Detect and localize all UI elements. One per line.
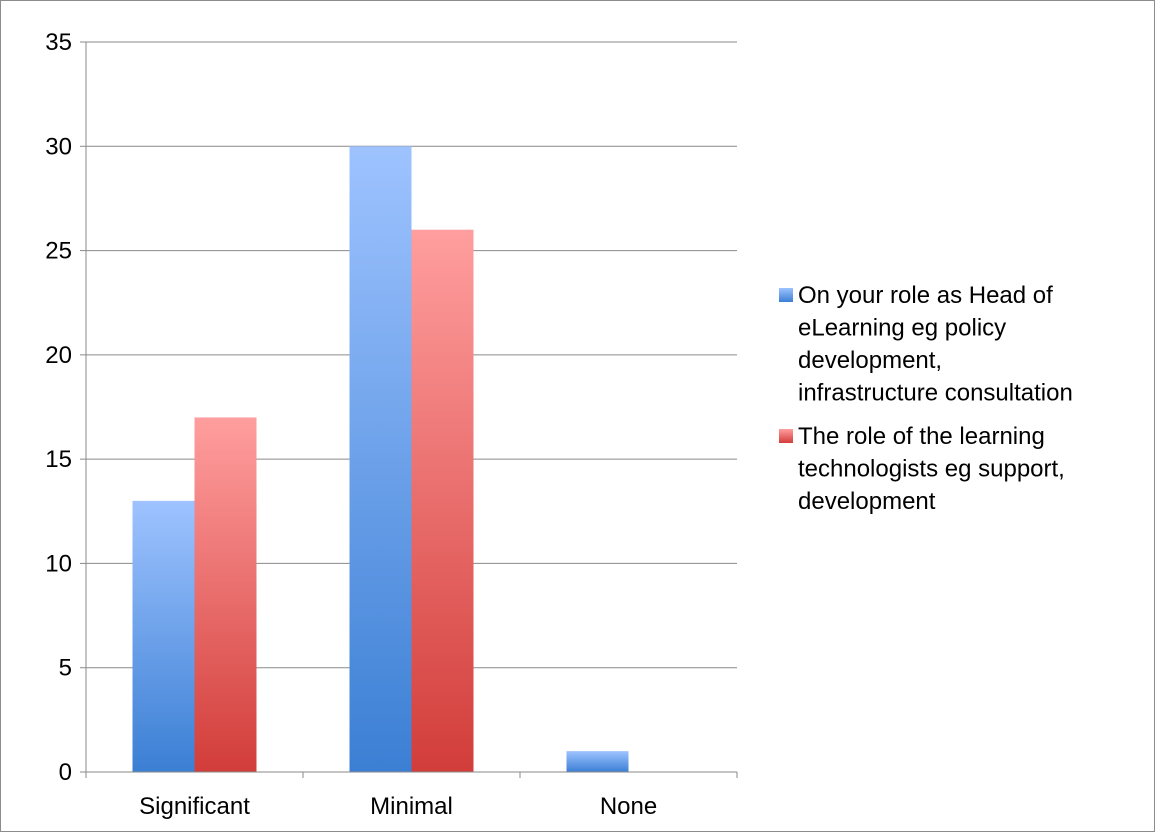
x-tick-label: Significant bbox=[139, 793, 250, 820]
bars bbox=[132, 146, 629, 773]
y-tick-label: 5 bbox=[59, 655, 72, 682]
y-tick-label: 0 bbox=[59, 759, 72, 786]
bar-minimal-series-1 bbox=[349, 146, 412, 773]
axes bbox=[80, 41, 738, 778]
y-tick-label: 30 bbox=[45, 133, 72, 160]
bar-none-series-1 bbox=[566, 751, 629, 772]
legend-item-series-1: On your role as Head of eLearning eg poli… bbox=[779, 282, 1073, 407]
x-tick-label: None bbox=[600, 793, 657, 820]
bar-significant-series-2 bbox=[194, 417, 257, 772]
y-tick-labels: 0 5 10 15 20 25 30 35 bbox=[45, 29, 72, 786]
legend-swatch bbox=[779, 429, 793, 443]
legend-label: On your role as Head of bbox=[798, 282, 1053, 309]
legend-label: infrastructure consultation bbox=[798, 380, 1073, 407]
y-tick-label: 20 bbox=[45, 342, 72, 369]
x-tick-label: Minimal bbox=[370, 793, 453, 820]
legend: On your role as Head of eLearning eg poli… bbox=[779, 282, 1073, 515]
y-tick-label: 10 bbox=[45, 550, 72, 577]
legend-label: eLearning eg policy bbox=[798, 315, 1006, 342]
legend-label: development bbox=[798, 488, 936, 515]
y-tick-label: 15 bbox=[45, 446, 72, 473]
legend-label: The role of the learning bbox=[798, 423, 1045, 450]
y-tick-label: 25 bbox=[45, 238, 72, 265]
bar-significant-series-1 bbox=[132, 500, 195, 772]
legend-item-series-2: The role of the learning technologists eg… bbox=[779, 423, 1065, 515]
x-tick-labels: Significant Minimal None bbox=[139, 793, 657, 820]
legend-label: technologists eg support, bbox=[798, 456, 1065, 483]
bar-minimal-series-2 bbox=[411, 229, 474, 772]
legend-swatch bbox=[779, 288, 793, 302]
y-tick-label: 35 bbox=[45, 29, 72, 56]
legend-label: development, bbox=[798, 347, 942, 374]
